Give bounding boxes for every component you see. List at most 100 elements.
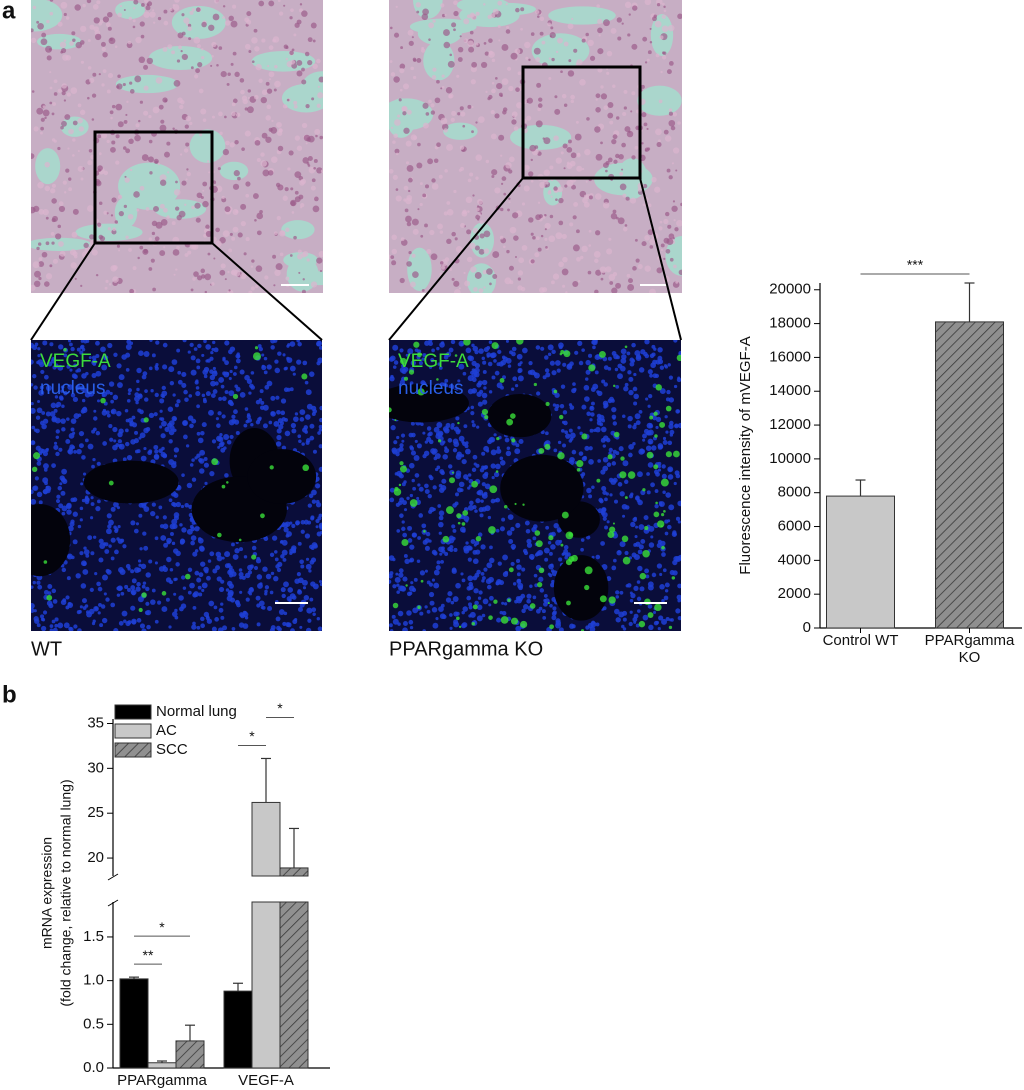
nucleus-dot: [59, 396, 64, 401]
nucleus-dot: [72, 497, 78, 502]
nucleus-dot: [674, 424, 678, 428]
tissue: [316, 167, 323, 174]
nucleus-dot: [635, 541, 641, 547]
tissue: [395, 5, 398, 8]
tissue: [581, 38, 586, 43]
nucleus-dot: [263, 536, 269, 542]
nucleus-dot: [283, 387, 289, 393]
tissue: [100, 41, 106, 47]
vegf-signal: [496, 436, 500, 441]
nucleus-dot: [116, 410, 122, 417]
vegf-signal: [538, 567, 545, 574]
tissue: [479, 220, 484, 225]
tissue: [97, 134, 102, 139]
nucleus-dot: [614, 608, 620, 615]
nucleus-dot: [467, 486, 471, 490]
tissue: [663, 218, 669, 225]
tissue: [213, 257, 216, 260]
nucleus-dot: [436, 422, 443, 428]
tissue: [74, 4, 81, 11]
nucleus-dot: [491, 475, 495, 480]
nucleus-dot: [419, 570, 426, 576]
nucleus-dot: [195, 391, 201, 397]
nucleus-dot: [467, 473, 472, 477]
tissue: [315, 134, 318, 138]
nucleus-dot: [298, 439, 302, 444]
tissue: [177, 97, 183, 104]
nucleus-dot: [401, 368, 407, 375]
vegf-signal: [461, 522, 466, 526]
tissue: [80, 284, 83, 288]
tissue: [173, 79, 181, 87]
tissue: [626, 273, 631, 278]
tissue: [560, 151, 564, 155]
nucleus-dot: [172, 417, 177, 421]
nucleus-dot: [505, 340, 509, 343]
nucleus-dot: [624, 479, 629, 484]
tissue: [319, 270, 323, 273]
nucleus-dot: [588, 494, 593, 499]
nucleus-dot: [110, 409, 115, 414]
nucleus-dot: [175, 550, 181, 557]
tissue: [666, 238, 674, 246]
tissue: [244, 130, 251, 137]
tissue: [644, 0, 652, 6]
nucleus-dot: [651, 445, 657, 451]
tissue: [395, 195, 402, 202]
nucleus-dot: [471, 467, 477, 473]
tissue: [595, 153, 603, 161]
tissue: [440, 3, 445, 8]
tissue: [597, 18, 603, 25]
nucleus-dot: [155, 515, 159, 519]
nucleus-dot: [312, 449, 317, 454]
nucleus-dot: [254, 565, 258, 570]
tissue: [647, 229, 654, 236]
nucleus-dot: [195, 386, 200, 390]
tissue: [495, 77, 498, 80]
nucleus-dot: [96, 581, 101, 587]
nucleus-dot: [675, 516, 681, 521]
tissue: [657, 139, 661, 143]
vegf-signal: [510, 413, 516, 419]
vegf-signal: [544, 443, 551, 450]
tissue: [649, 288, 656, 293]
tissue: [563, 103, 568, 107]
vegf-signal: [538, 448, 545, 454]
tissue: [273, 231, 278, 235]
nucleus-dot: [72, 511, 78, 517]
tissue: [284, 187, 289, 192]
nucleus-dot: [62, 478, 68, 484]
tissue: [158, 104, 164, 110]
nucleus-dot: [517, 375, 524, 382]
tissue: [314, 196, 319, 202]
tissue: [51, 198, 57, 204]
nucleus-dot: [305, 440, 310, 445]
tissue: [316, 58, 321, 64]
nucleus-dot: [444, 446, 448, 450]
tissue: [118, 211, 124, 217]
bar: [119, 978, 149, 1069]
nucleus-dot: [130, 569, 135, 574]
tissue: [40, 38, 48, 46]
tissue: [550, 26, 554, 30]
vegf-signal: [437, 439, 442, 443]
nucleus-dot: [507, 514, 514, 520]
nucleus-dot: [528, 361, 533, 366]
nucleus-dot: [677, 376, 681, 380]
tissue: [267, 64, 270, 68]
vegf-signal: [238, 538, 242, 542]
nucleus-dot: [275, 616, 281, 622]
tissue: [677, 13, 682, 20]
vegf-signal: [638, 620, 646, 628]
nucleus-dot: [438, 521, 444, 528]
nucleus-dot: [499, 456, 504, 461]
nucleus-dot: [558, 627, 564, 631]
nucleus-dot: [511, 351, 516, 357]
tissue: [451, 22, 457, 28]
tissue: [624, 224, 628, 227]
nucleus-dot: [648, 624, 654, 631]
tissue: [187, 250, 192, 255]
tissue: [117, 12, 123, 18]
tissue: [298, 271, 301, 274]
nucleus-dot: [517, 369, 522, 374]
